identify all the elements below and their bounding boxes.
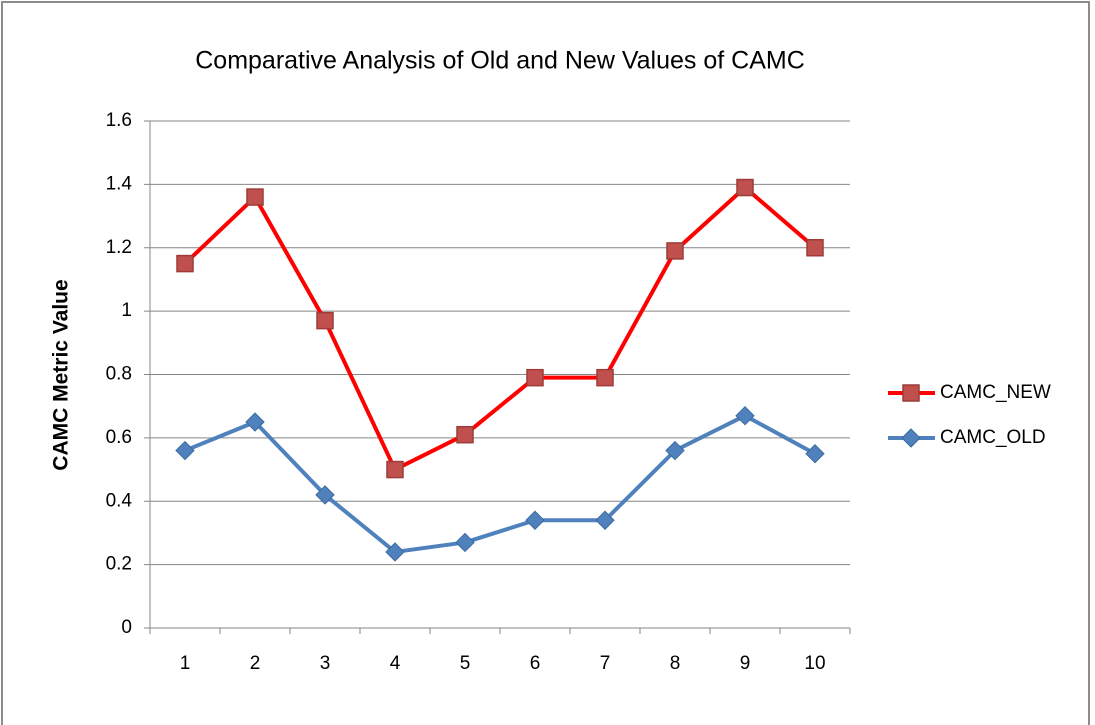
y-tick-label: 0.4 <box>106 490 133 511</box>
x-tick-label: 4 <box>390 653 401 674</box>
data-point <box>735 405 755 426</box>
y-tick-label: 1 <box>121 300 132 321</box>
data-point <box>385 542 405 562</box>
data-point <box>526 368 544 387</box>
legend-label: CAMC_OLD <box>940 427 1046 448</box>
data-point <box>525 510 545 530</box>
legend-label: CAMC_NEW <box>940 382 1051 403</box>
data-point <box>175 440 195 461</box>
data-point <box>245 412 265 432</box>
data-point <box>455 532 475 553</box>
data-point <box>315 485 335 505</box>
y-tick-label: 0 <box>121 617 132 638</box>
data-point <box>596 368 614 387</box>
data-point <box>665 440 685 461</box>
data-point <box>805 444 825 464</box>
x-tick-label: 5 <box>460 653 471 674</box>
x-tick-label: 7 <box>600 653 611 674</box>
legend-marker <box>901 428 921 448</box>
data-point <box>316 311 334 330</box>
x-tick-label: 1 <box>180 653 191 674</box>
chart-title: Comparative Analysis of Old and New Valu… <box>195 47 805 75</box>
y-tick-label: 1.2 <box>106 237 132 258</box>
data-point <box>595 510 615 530</box>
data-point <box>246 188 264 206</box>
x-tick-label: 9 <box>740 653 751 674</box>
y-axis-label: CAMC Metric Value <box>50 279 73 470</box>
x-tick-label: 3 <box>320 653 331 674</box>
x-tick-label: 8 <box>670 653 681 674</box>
series-line <box>184 413 816 554</box>
x-tick-label: 10 <box>804 653 825 674</box>
data-point <box>806 239 824 257</box>
y-tick-label: 0.8 <box>106 364 132 385</box>
legend-marker <box>902 384 920 402</box>
y-tick-label: 0.2 <box>106 554 132 575</box>
data-point <box>176 254 194 273</box>
x-tick-label: 6 <box>530 653 541 674</box>
data-point <box>386 460 404 479</box>
y-tick-label: 1.6 <box>106 110 132 131</box>
data-point <box>736 178 754 197</box>
data-point <box>666 242 684 260</box>
y-tick-label: 1.4 <box>106 173 133 194</box>
series-line <box>183 185 817 472</box>
x-tick-label: 2 <box>250 653 261 674</box>
y-tick-label: 0.6 <box>106 427 132 448</box>
data-point <box>456 425 474 444</box>
